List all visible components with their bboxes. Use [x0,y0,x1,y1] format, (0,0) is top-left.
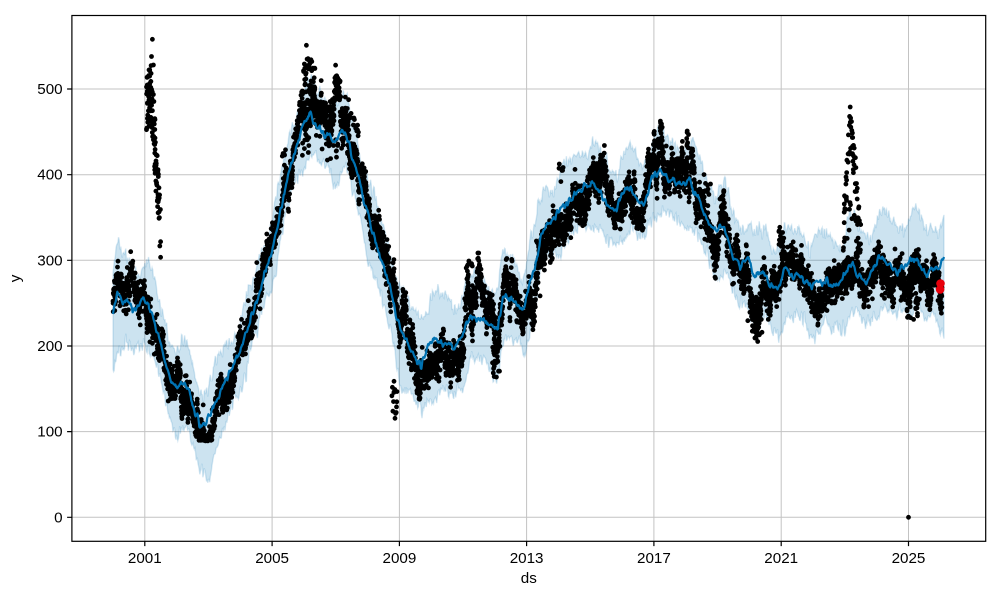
svg-text:400: 400 [37,167,62,184]
svg-text:100: 100 [37,424,62,441]
svg-text:300: 300 [37,252,62,269]
svg-text:2021: 2021 [764,550,798,567]
svg-text:2009: 2009 [383,550,417,567]
svg-text:2017: 2017 [637,550,671,567]
svg-text:500: 500 [37,81,62,98]
svg-text:2001: 2001 [128,550,162,567]
svg-text:ds: ds [521,570,537,587]
svg-text:0: 0 [54,509,62,526]
svg-text:2013: 2013 [510,550,544,567]
svg-text:2005: 2005 [255,550,289,567]
svg-text:y: y [7,274,24,282]
svg-text:200: 200 [37,338,62,355]
svg-text:2025: 2025 [892,550,926,567]
